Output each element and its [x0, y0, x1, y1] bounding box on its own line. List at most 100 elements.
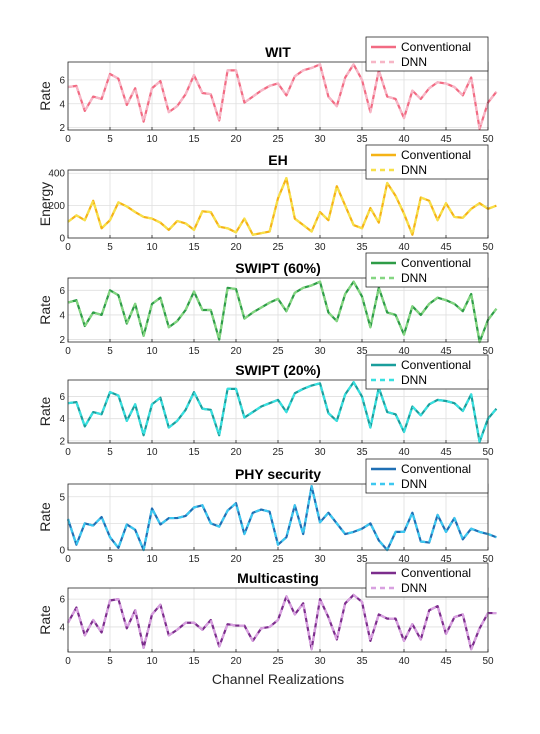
series-line-dnn	[67, 593, 497, 651]
series-line-dnn	[67, 176, 497, 236]
chart-title: EH	[268, 152, 287, 168]
legend-label-dnn: DNN	[401, 581, 427, 595]
y-tick-label: 2	[59, 123, 65, 134]
x-tick-label: 50	[482, 134, 494, 145]
x-tick-label: 10	[146, 447, 158, 458]
x-tick-label: 10	[146, 346, 158, 357]
x-tick-label: 20	[230, 447, 242, 458]
x-tick-label: 40	[398, 346, 410, 357]
y-tick-label: 6	[59, 75, 65, 86]
x-tick-label: 15	[188, 242, 200, 253]
y-axis-label: Rate	[37, 295, 53, 325]
y-axis-label: Energy	[37, 182, 53, 226]
x-tick-label: 30	[314, 346, 326, 357]
x-tick-label: 5	[107, 134, 113, 145]
legend-box	[365, 458, 489, 494]
legend-label-dnn: DNN	[401, 373, 427, 387]
series-line-dnn	[67, 280, 498, 344]
y-tick-label: 6	[59, 286, 65, 297]
y-tick-label: 2	[59, 335, 65, 346]
chart-title: WIT	[265, 44, 291, 60]
legend-label-dnn: DNN	[401, 55, 427, 69]
x-tick-label: 20	[230, 134, 242, 145]
legend-label-dnn: DNN	[401, 163, 427, 177]
x-tick-label: 45	[440, 346, 452, 357]
y-tick-label: 400	[48, 169, 65, 180]
x-tick-label: 10	[146, 554, 158, 565]
x-tick-label: 25	[272, 134, 284, 145]
x-tick-label: 0	[65, 447, 71, 458]
series-line-dnn	[67, 63, 498, 130]
legend-label-conventional: Conventional	[401, 462, 471, 476]
x-tick-label: 25	[272, 242, 284, 253]
y-tick-label: 6	[59, 595, 65, 606]
x-tick-label: 5	[107, 656, 113, 667]
x-tick-label: 40	[398, 134, 410, 145]
x-tick-label: 30	[314, 134, 326, 145]
y-tick-label: 2	[59, 436, 65, 447]
x-tick-label: 5	[107, 447, 113, 458]
legend-box	[365, 562, 489, 598]
x-tick-label: 5	[107, 554, 113, 565]
legend-label-conventional: Conventional	[401, 256, 471, 270]
y-tick-label: 4	[59, 310, 65, 321]
x-tick-label: 25	[272, 656, 284, 667]
x-tick-label: 20	[230, 242, 242, 253]
x-tick-label: 25	[272, 554, 284, 565]
y-axis-label: Rate	[37, 605, 53, 635]
x-tick-label: 0	[65, 134, 71, 145]
x-tick-label: 15	[188, 554, 200, 565]
x-tick-label: 30	[314, 447, 326, 458]
legend-box	[365, 252, 489, 288]
y-tick-label: 4	[59, 99, 65, 110]
x-tick-label: 20	[230, 656, 242, 667]
y-tick-label: 0	[59, 546, 65, 557]
y-tick-label: 200	[48, 201, 65, 212]
chart-title: SWIPT (60%)	[235, 260, 321, 276]
legend-box	[365, 354, 489, 390]
chart-panel-2: 0 5 10 15 20 25 30 35 40 45 50 2 4 6 SWIPT (60%) Rate Co…	[37, 252, 498, 357]
x-tick-label: 15	[188, 134, 200, 145]
x-tick-label: 20	[230, 554, 242, 565]
x-tick-label: 40	[398, 554, 410, 565]
x-axis-label: Channel Realizations	[212, 671, 344, 687]
x-tick-label: 0	[65, 554, 71, 565]
x-tick-label: 35	[356, 447, 368, 458]
x-tick-label: 35	[356, 346, 368, 357]
legend-label-conventional: Conventional	[401, 40, 471, 54]
x-tick-label: 30	[314, 242, 326, 253]
legend-label-conventional: Conventional	[401, 358, 471, 372]
x-tick-label: 50	[482, 656, 494, 667]
x-tick-label: 35	[356, 134, 368, 145]
x-tick-label: 10	[146, 134, 158, 145]
x-tick-label: 0	[65, 242, 71, 253]
y-axis-label: Rate	[37, 81, 53, 111]
x-tick-label: 40	[398, 656, 410, 667]
y-axis-label: Rate	[37, 397, 53, 427]
x-tick-label: 45	[440, 656, 452, 667]
x-tick-label: 50	[482, 346, 494, 357]
x-tick-label: 45	[440, 134, 452, 145]
x-tick-label: 50	[482, 554, 494, 565]
legend-box	[365, 144, 489, 180]
legend-label-conventional: Conventional	[401, 148, 471, 162]
chart-panel-3: 0 5 10 15 20 25 30 35 40 45 50 2 4 6 SWIPT (20%) Rate Co…	[37, 354, 498, 458]
chart-title: Multicasting	[237, 570, 319, 586]
x-tick-label: 25	[272, 447, 284, 458]
legend-label-dnn: DNN	[401, 271, 427, 285]
x-tick-label: 40	[398, 242, 410, 253]
x-tick-label: 30	[314, 656, 326, 667]
x-tick-label: 35	[356, 554, 368, 565]
chart-title: PHY security	[235, 466, 321, 482]
x-tick-label: 15	[188, 346, 200, 357]
series-line-conventional	[67, 593, 497, 651]
series-line-dnn	[67, 381, 498, 443]
x-tick-label: 30	[314, 554, 326, 565]
y-tick-label: 5	[59, 492, 65, 503]
x-tick-label: 0	[65, 346, 71, 357]
x-tick-label: 5	[107, 242, 113, 253]
x-tick-label: 45	[440, 242, 452, 253]
legend-label-conventional: Conventional	[401, 566, 471, 580]
x-tick-label: 40	[398, 447, 410, 458]
x-tick-label: 0	[65, 656, 71, 667]
